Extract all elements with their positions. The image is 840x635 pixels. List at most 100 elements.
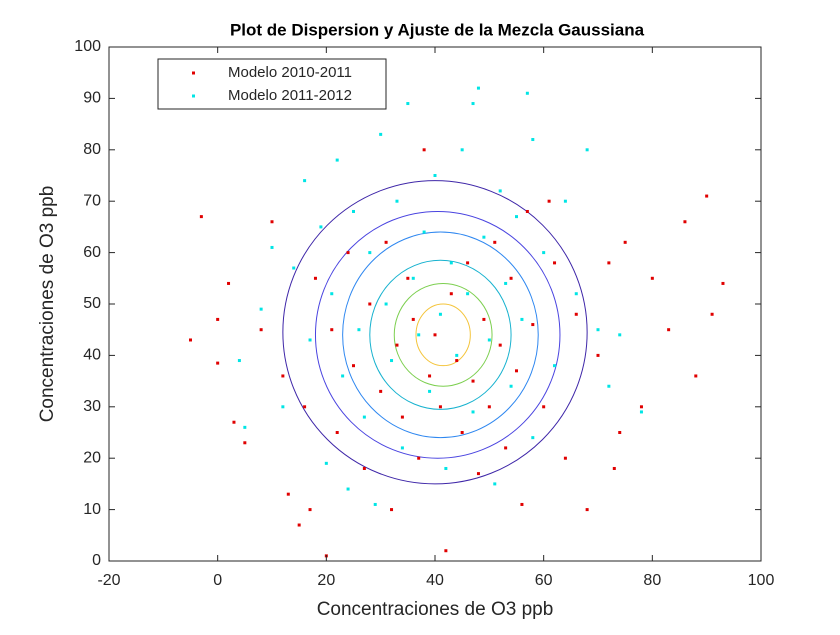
legend-marker [192, 94, 195, 98]
data-point [324, 461, 328, 465]
data-point [460, 148, 464, 152]
data-point [547, 199, 551, 203]
y-tick-label: 50 [83, 295, 101, 312]
data-point [460, 431, 464, 434]
legend-box [157, 58, 387, 110]
gmm-contour [342, 231, 539, 439]
gmm-contour [393, 282, 493, 387]
data-point [362, 466, 366, 470]
data-point [319, 225, 323, 229]
data-point [520, 317, 524, 321]
data-point [189, 338, 192, 342]
data-point [476, 472, 480, 476]
data-point [471, 410, 475, 414]
data-point [525, 91, 529, 95]
data-point [243, 441, 247, 445]
data-point [487, 405, 491, 409]
data-point [357, 328, 361, 332]
x-axis-label: Concentraciones de O3 ppb [317, 599, 554, 620]
data-point [297, 523, 301, 527]
data-point [449, 292, 453, 296]
data-point [612, 466, 616, 470]
data-point [438, 405, 442, 409]
data-point [639, 405, 643, 409]
gmm-contour [415, 303, 471, 367]
data-point [498, 189, 502, 193]
data-point [542, 405, 546, 409]
gmm-contour [314, 210, 561, 459]
data-point [384, 302, 388, 306]
data-point [259, 307, 263, 311]
legend-label: Modelo 2011-2012 [228, 87, 352, 104]
data-point [444, 466, 448, 470]
chart-title: Plot de Dispersion y Ajuste de la Mezcla… [230, 20, 645, 39]
data-point [667, 328, 671, 332]
data-point [471, 102, 475, 106]
data-point [623, 240, 627, 244]
x-tick-label: 0 [213, 572, 222, 589]
data-point [422, 230, 426, 234]
data-point [531, 323, 535, 327]
data-point [683, 220, 687, 224]
data-point [509, 276, 513, 280]
data-point [515, 215, 518, 219]
data-point [476, 86, 480, 90]
data-point [504, 446, 508, 450]
data-point [292, 266, 296, 270]
data-point [362, 415, 366, 419]
data-point [406, 276, 410, 280]
legend-label: Modelo 2010-2011 [228, 64, 352, 81]
data-point [721, 281, 725, 285]
data-point [438, 312, 442, 316]
data-point [422, 148, 426, 152]
data-point [199, 215, 203, 219]
y-tick-label: 10 [83, 501, 101, 518]
data-point [607, 384, 611, 388]
data-point [411, 317, 415, 321]
data-point [270, 245, 274, 249]
y-tick-label: 60 [83, 244, 101, 261]
data-point [368, 302, 372, 306]
data-point [281, 405, 285, 409]
data-point [563, 456, 567, 460]
data-point [259, 328, 263, 332]
data-point [390, 508, 394, 512]
data-point [504, 281, 508, 285]
data-point [308, 338, 312, 342]
data-point [400, 446, 404, 450]
data-point [607, 261, 611, 265]
data-point [509, 384, 513, 388]
data-point [303, 179, 307, 183]
data-point [313, 276, 317, 280]
data-point [515, 369, 518, 373]
data-point [286, 492, 290, 496]
data-point [411, 276, 415, 280]
data-point [618, 431, 622, 434]
data-point [417, 333, 421, 337]
data-point [417, 456, 421, 460]
y-tick-label: 20 [83, 449, 101, 466]
data-point [237, 359, 241, 363]
data-point [553, 364, 557, 368]
data-point [585, 508, 589, 512]
data-point [379, 132, 383, 136]
data-point [346, 487, 350, 491]
x-tick-label: 60 [535, 572, 553, 589]
x-tick-label: -20 [97, 572, 120, 589]
data-point [216, 361, 220, 365]
data-point [352, 364, 355, 368]
data-point [368, 251, 372, 255]
data-point [227, 281, 231, 285]
data-point [335, 158, 339, 162]
x-tick-label: 40 [426, 572, 444, 589]
data-point [352, 209, 355, 213]
data-point [346, 251, 350, 255]
data-point [482, 317, 486, 321]
data-point [330, 292, 334, 296]
y-tick-label: 70 [83, 192, 101, 209]
data-point [232, 420, 236, 424]
data-point [303, 405, 307, 409]
data-point [596, 328, 600, 332]
data-point [498, 343, 502, 347]
